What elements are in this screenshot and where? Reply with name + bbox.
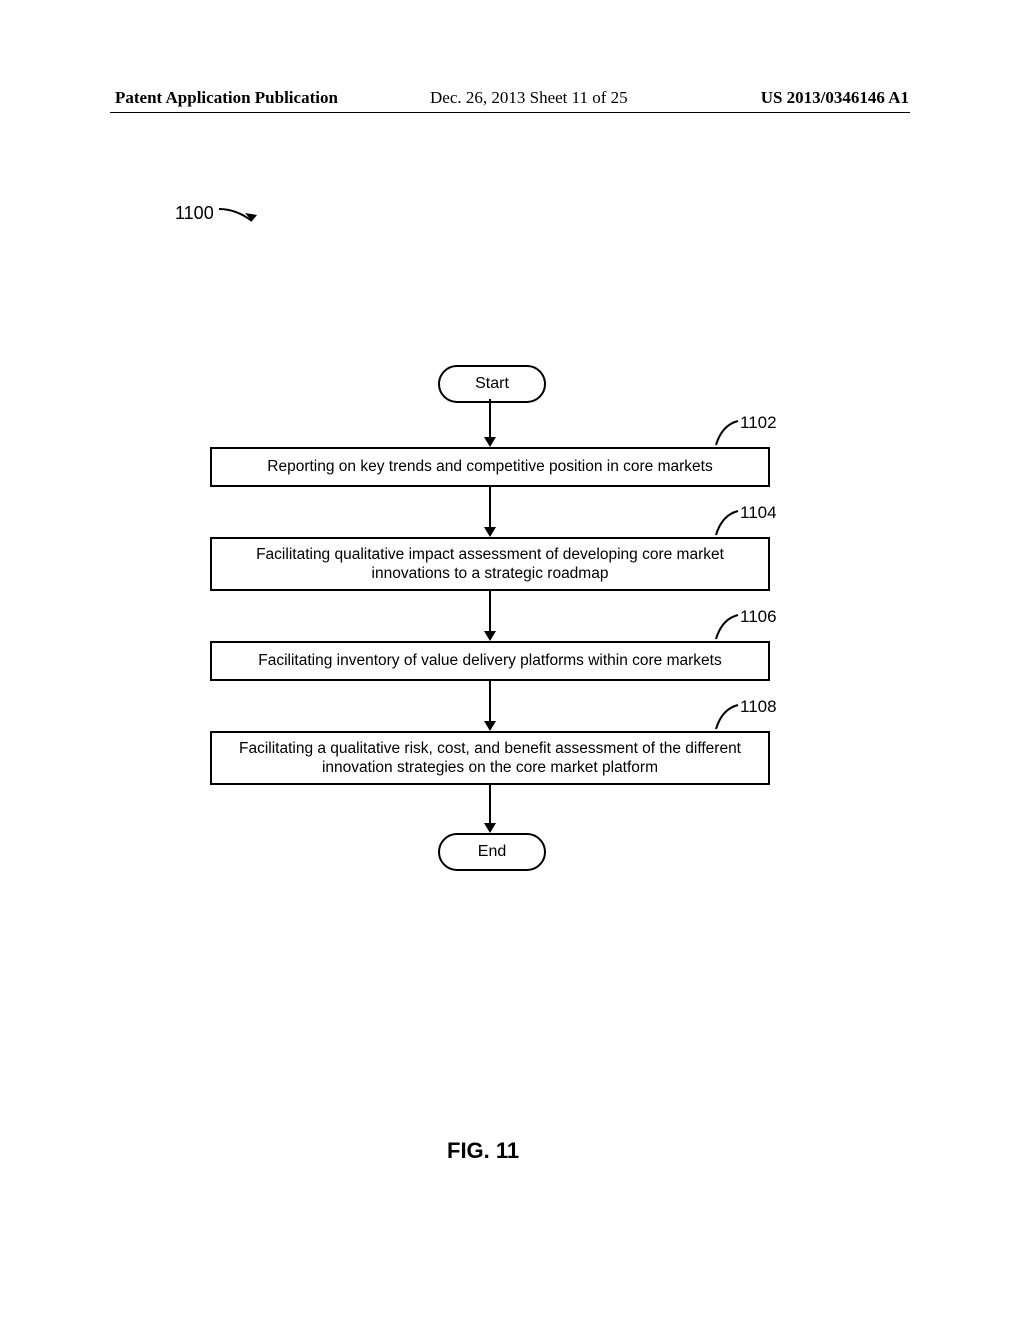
connector-arrow-icon: [483, 681, 497, 731]
header-center: Dec. 26, 2013 Sheet 11 of 25: [430, 88, 628, 108]
figure-reference-number: 1100: [175, 203, 214, 224]
process-step: Facilitating inventory of value delivery…: [210, 641, 770, 681]
process-step: Facilitating qualitative impact assessme…: [210, 537, 770, 591]
step-reference-number: 1108: [740, 697, 777, 717]
header-left: Patent Application Publication: [115, 88, 338, 108]
header-right: US 2013/0346146 A1: [761, 88, 909, 108]
page-root: Patent Application Publication Dec. 26, …: [0, 0, 1024, 1320]
step-reference-number: 1106: [740, 607, 777, 627]
reference-pointer-icon: [712, 509, 742, 539]
reference-pointer-icon: [712, 419, 742, 449]
connector-arrow-icon: [483, 591, 497, 641]
process-step: Facilitating a qualitative risk, cost, a…: [210, 731, 770, 785]
header-rule: [110, 112, 910, 113]
reference-pointer-icon: [712, 703, 742, 733]
start-terminal: Start: [438, 365, 546, 403]
connector-arrow-icon: [483, 487, 497, 537]
connector-arrow-icon: [483, 399, 497, 447]
connector-arrow-icon: [483, 785, 497, 833]
figure-caption: FIG. 11: [447, 1138, 519, 1164]
end-terminal: End: [438, 833, 546, 871]
step-reference-number: 1104: [740, 503, 777, 523]
reference-pointer-icon: [712, 613, 742, 643]
process-step: Reporting on key trends and competitive …: [210, 447, 770, 487]
step-reference-number: 1102: [740, 413, 777, 433]
figure-reference-arrow-icon: [218, 206, 268, 228]
